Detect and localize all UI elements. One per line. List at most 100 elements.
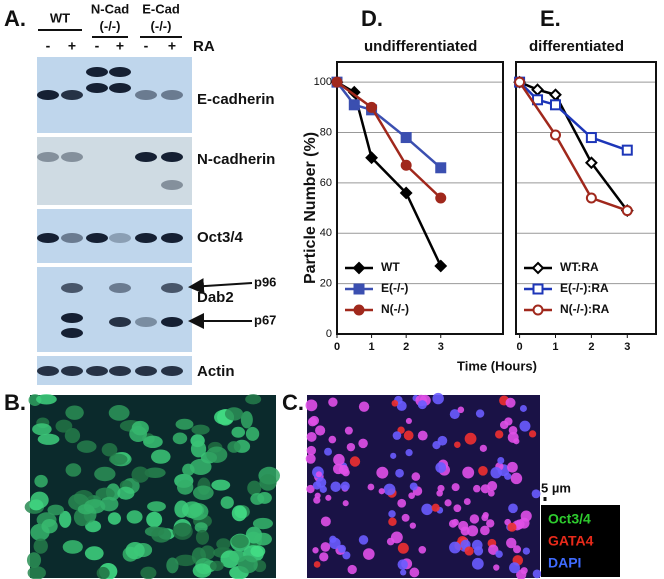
y-tick-label: 20 [320, 278, 332, 290]
nucleus [358, 401, 370, 412]
plot-frame [336, 61, 504, 335]
nucleus [192, 485, 214, 501]
nucleus [245, 426, 260, 441]
blot-band [161, 366, 183, 376]
nucleus [176, 479, 194, 495]
nucleus [224, 407, 244, 421]
group-label: (-/-) [151, 18, 172, 33]
nucleus [151, 527, 172, 543]
blot-band [86, 366, 108, 376]
nucleus [342, 500, 349, 507]
nucleus [333, 453, 345, 466]
nucleus [209, 560, 224, 572]
nucleus [417, 400, 427, 410]
blot-band [161, 233, 183, 243]
nucleus [247, 480, 262, 496]
nucleus [172, 522, 193, 540]
data-point [366, 101, 378, 113]
nucleus [495, 550, 503, 558]
data-point [331, 76, 343, 88]
nucleus [494, 430, 504, 439]
x-tick-label: 2 [588, 341, 594, 353]
data-point [347, 85, 361, 99]
blot-row-label: N-cadherin [197, 151, 275, 168]
blot-band [37, 233, 59, 243]
nucleus [448, 519, 457, 528]
series-line [336, 81, 442, 199]
nucleus [486, 519, 495, 528]
nucleus [195, 529, 210, 545]
x-tick-label: 0 [517, 341, 523, 353]
legend-marker [531, 261, 545, 275]
data-point [434, 259, 448, 273]
x-tick-label: 2 [403, 341, 409, 353]
data-point [399, 186, 413, 200]
nucleus [62, 540, 83, 554]
blot-band [161, 317, 183, 327]
blot-band [109, 233, 131, 243]
treatment-sign: - [95, 38, 100, 54]
nucleus [451, 483, 460, 492]
nucleus [436, 489, 443, 497]
nucleus [490, 466, 502, 479]
nucleus [220, 496, 234, 509]
nucleus [392, 431, 402, 440]
nucleus [405, 449, 413, 457]
data-point [621, 144, 633, 156]
legend-marker [352, 261, 366, 275]
nucleus [418, 545, 427, 554]
nucleus [252, 517, 273, 530]
blot-band [109, 366, 131, 376]
blot-strip [37, 137, 192, 205]
data-point [400, 132, 412, 144]
nucleus [532, 569, 542, 579]
nucleus [518, 517, 530, 529]
nucleus [519, 404, 527, 412]
blot-band [135, 233, 157, 243]
nucleus [396, 400, 407, 411]
nucleus [358, 438, 368, 449]
channel-label: GATA4 [548, 533, 594, 549]
blot-band [37, 152, 59, 162]
nucleus [216, 538, 231, 550]
nucleus [449, 409, 460, 420]
nucleus [107, 512, 122, 525]
data-point [435, 192, 447, 204]
nucleus [172, 432, 188, 445]
data-point [531, 83, 544, 97]
nucleus [96, 566, 110, 579]
nucleus [383, 483, 396, 496]
nucleus [463, 498, 471, 505]
blot-band [61, 366, 83, 376]
scale-bar-label: 5 µm [541, 480, 571, 495]
nucleus [417, 430, 428, 441]
nucleus [435, 462, 447, 473]
nucleus [64, 427, 81, 444]
x-tick-label: 1 [369, 341, 375, 353]
nucleus [324, 447, 332, 456]
nucleus [146, 511, 163, 528]
blot-band [61, 152, 83, 162]
legend-marker [532, 283, 544, 295]
blot-band [61, 233, 83, 243]
nucleus [462, 466, 475, 479]
nucleus [237, 555, 258, 574]
nucleus [482, 511, 489, 519]
nucleus [347, 564, 357, 575]
nucleus [305, 399, 318, 412]
blot-band [61, 90, 83, 100]
nucleus [473, 484, 481, 493]
treatment-sign: + [116, 38, 124, 54]
group-label: E-Cad [142, 1, 180, 16]
nucleus [144, 467, 166, 478]
nucleus [403, 430, 414, 441]
nucleus [449, 541, 461, 554]
nucleus [409, 567, 420, 578]
group-label: N-Cad [91, 1, 129, 16]
data-point [365, 151, 378, 165]
blot-band [135, 317, 157, 327]
blot-strip [37, 267, 192, 352]
legend-label: WT:RA [560, 260, 599, 274]
nucleus [131, 466, 150, 483]
